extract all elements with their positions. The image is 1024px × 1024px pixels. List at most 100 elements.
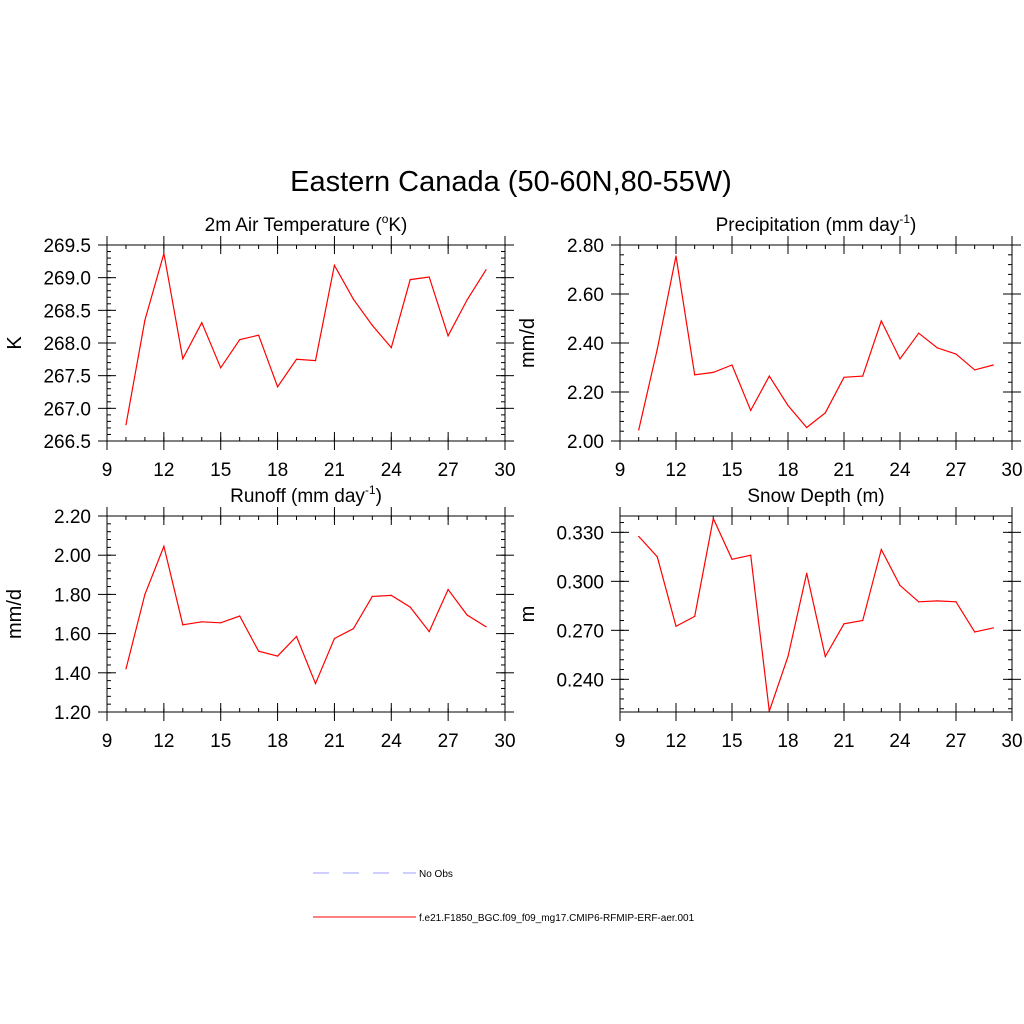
x-tick-label: 21	[833, 460, 854, 481]
data-point	[390, 346, 392, 349]
y-tick-label: 1.40	[54, 664, 91, 685]
data-point	[694, 374, 696, 376]
data-point	[880, 548, 882, 551]
data-point	[974, 631, 976, 633]
x-tick-label: 21	[324, 460, 345, 481]
y-axis-label: K	[4, 336, 26, 350]
data-point	[295, 358, 298, 360]
y-tick-label: 2.40	[567, 334, 604, 355]
data-point	[371, 595, 373, 597]
panel-title-superscript: -1	[365, 483, 376, 497]
series-line	[125, 253, 487, 425]
y-axis-label: mm/d	[4, 589, 26, 639]
panel-title-text: Runoff (mm day	[230, 486, 365, 507]
y-axis-label: mm/d	[517, 318, 539, 368]
data-point	[485, 626, 487, 628]
figure-title: Eastern Canada (50-60N,80-55W)	[290, 166, 732, 198]
data-point	[656, 348, 658, 350]
data-point	[239, 339, 241, 341]
x-tick-label: 24	[381, 731, 403, 752]
data-point	[824, 412, 826, 414]
data-point	[862, 375, 864, 377]
data-point	[144, 593, 146, 596]
chart-panel: Precipitation (mm day-1) mm/d 9 12 15 18 21 24 2…	[517, 212, 1023, 481]
y-tick-label: 269.5	[43, 236, 91, 257]
data-point	[447, 335, 449, 337]
data-point	[125, 668, 127, 670]
data-point	[314, 682, 317, 685]
y-tick-label: 266.5	[43, 432, 91, 453]
data-point	[862, 619, 864, 622]
y-tick-label: 1.80	[54, 585, 91, 606]
data-point	[880, 320, 882, 322]
series-line	[638, 255, 994, 431]
data-point	[258, 650, 260, 652]
x-tick-label: 24	[381, 460, 403, 481]
x-tick-label: 30	[494, 460, 515, 481]
data-point	[712, 517, 714, 520]
data-point	[447, 588, 449, 591]
data-point	[352, 298, 354, 300]
data-point	[750, 554, 752, 556]
x-tick-label: 15	[721, 460, 742, 481]
data-point	[768, 710, 770, 712]
data-point	[694, 615, 696, 618]
data-point	[824, 655, 826, 658]
x-tick-label: 9	[102, 731, 113, 752]
data-point	[428, 631, 430, 633]
data-point	[899, 358, 901, 360]
data-point	[712, 371, 714, 373]
chart-panel: Runoff (mm day-1) mm/d 9 12 15 18 21 24 27 30 1.20…	[4, 483, 516, 752]
data-point	[201, 322, 203, 324]
y-tick-label: 2.00	[54, 546, 91, 567]
data-point	[675, 625, 677, 627]
x-tick-label: 12	[665, 460, 686, 481]
data-point	[409, 279, 411, 281]
data-point	[390, 594, 392, 596]
y-tick-label: 0.330	[556, 523, 604, 544]
data-point	[843, 623, 845, 625]
data-point	[333, 637, 336, 640]
data-point	[220, 367, 222, 369]
x-tick-label: 30	[494, 731, 515, 752]
data-point	[974, 369, 976, 371]
panel-title-text: Snow Depth (m)	[747, 486, 884, 507]
x-tick-label: 12	[665, 731, 686, 752]
data-point	[656, 556, 658, 558]
data-point	[899, 584, 901, 587]
x-tick-label: 30	[1001, 731, 1022, 752]
series-line	[125, 544, 487, 686]
data-point	[638, 429, 640, 431]
x-tick-label: 24	[889, 731, 911, 752]
chart-panel: Snow Depth (m) m 9 12 15 18 21 24 27 30 0.240 0.270…	[517, 486, 1023, 752]
y-tick-label: 2.20	[54, 507, 91, 528]
x-tick-label: 15	[210, 731, 231, 752]
data-point	[787, 404, 789, 407]
x-tick-label: 27	[438, 731, 459, 752]
x-tick-label: 27	[438, 460, 459, 481]
legend-label: No Obs	[419, 869, 453, 880]
y-tick-label: 2.00	[567, 432, 604, 453]
x-tick-label: 18	[267, 460, 288, 481]
data-point	[936, 347, 938, 349]
data-point	[806, 572, 808, 574]
panel-title: 2m Air Temperature (oK)	[205, 212, 408, 236]
data-point	[843, 376, 845, 378]
panel-title: Precipitation (mm day-1)	[716, 212, 917, 236]
x-tick-label: 15	[721, 731, 742, 752]
data-point	[428, 276, 430, 278]
data-point	[333, 264, 336, 266]
panel-title-end: )	[376, 486, 382, 507]
data-point	[163, 252, 165, 255]
panel-title-text: Precipitation (mm day	[716, 215, 900, 236]
y-tick-label: 269.0	[43, 269, 91, 290]
data-point	[731, 364, 733, 366]
data-point	[918, 332, 920, 334]
data-point	[955, 353, 957, 355]
data-point	[314, 360, 317, 362]
x-tick-label: 18	[267, 731, 288, 752]
x-tick-label: 9	[615, 460, 626, 481]
data-point	[992, 627, 994, 629]
x-tick-label: 12	[153, 731, 174, 752]
y-tick-label: 267.5	[43, 367, 91, 388]
